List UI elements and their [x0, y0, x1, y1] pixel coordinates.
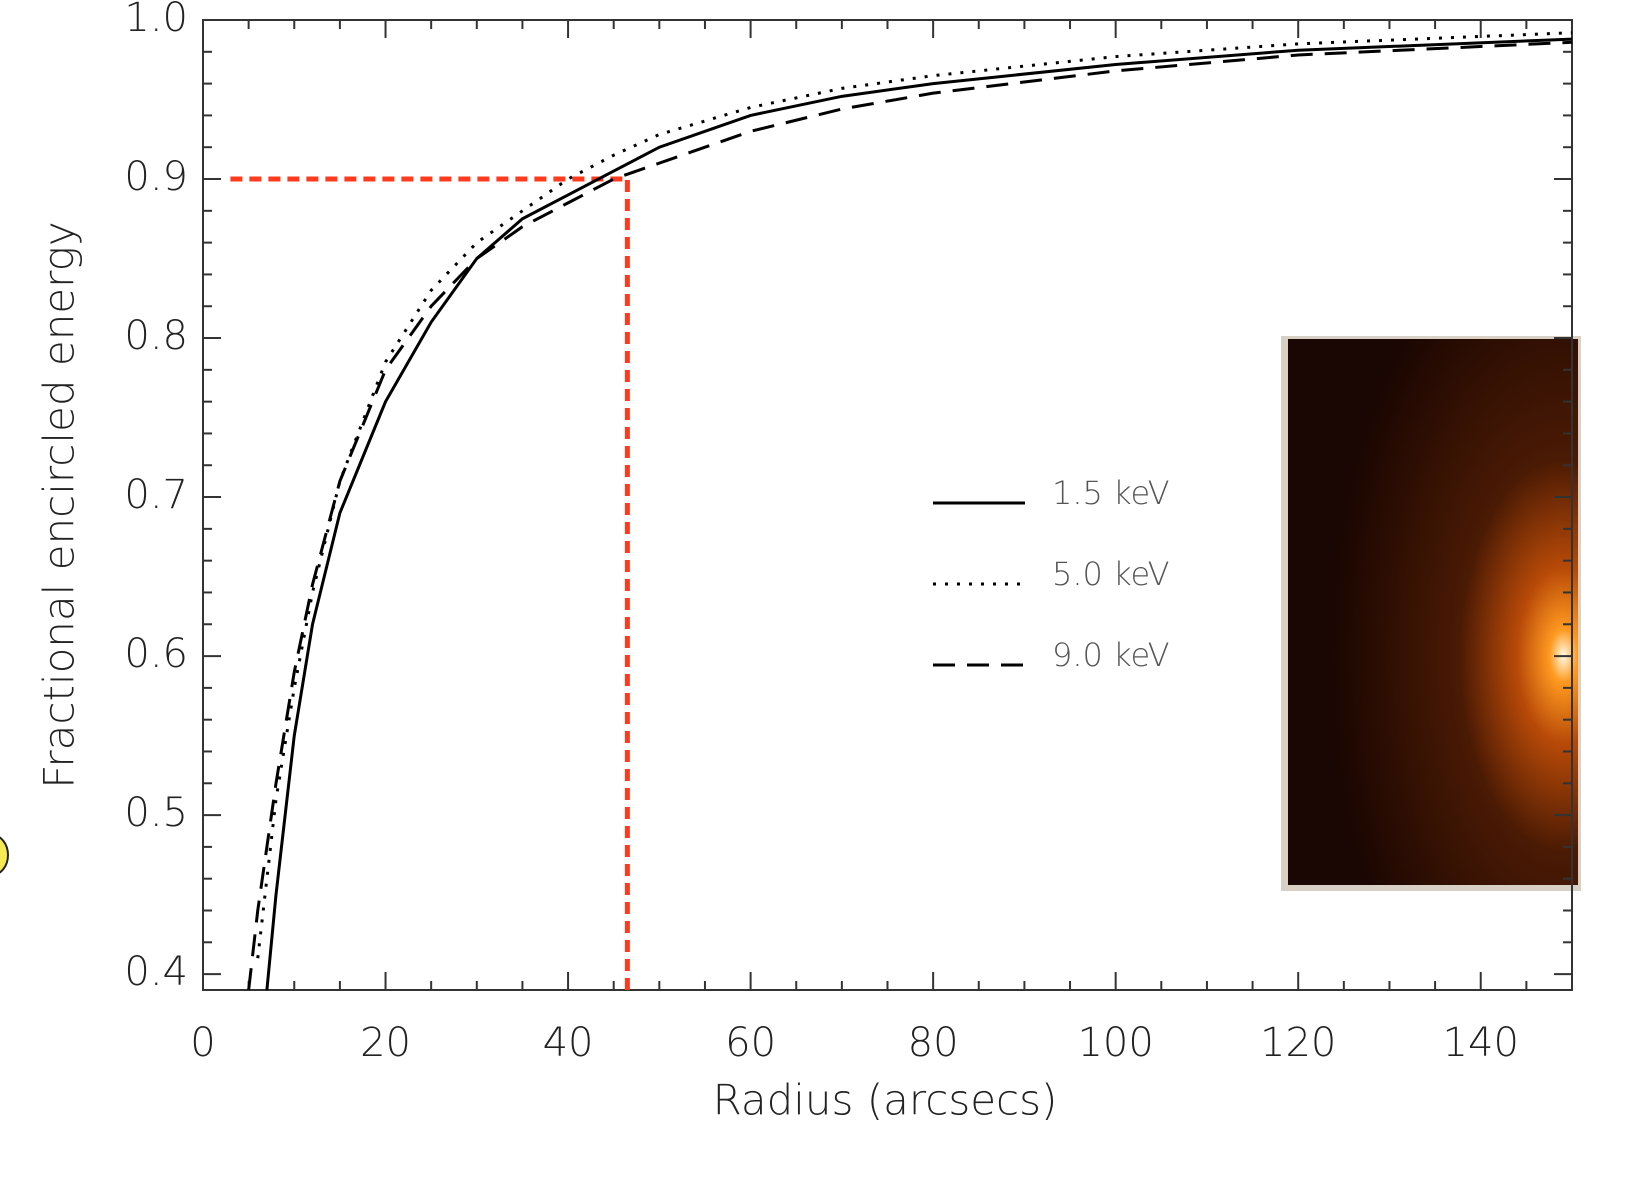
x-tick-label: 20: [360, 1020, 411, 1066]
x-axis-label: Radius (arcsecs): [713, 1076, 1058, 1125]
series-line: [256, 31, 1573, 959]
x-tick-label: 100: [1077, 1020, 1153, 1066]
y-tick-label: 0.4: [124, 949, 188, 995]
plot-frame: [202, 19, 1573, 991]
legend-label: 5.0 keV: [1052, 555, 1170, 593]
y-tick-label: 0.9: [124, 154, 188, 200]
legend-label: 1.5 keV: [1052, 474, 1170, 512]
y-tick-label: 0.7: [124, 472, 188, 518]
y-tick-label: 0.5: [124, 790, 188, 836]
y-tick-label: 1.0: [124, 0, 188, 41]
x-tick-label: 80: [908, 1020, 959, 1066]
y-tick-label: 0.8: [124, 313, 188, 359]
inset-image: [1288, 339, 1578, 885]
x-tick-label: 40: [543, 1020, 594, 1066]
x-tick-label: 0: [190, 1020, 215, 1066]
legend-label: 9.0 keV: [1052, 636, 1170, 674]
x-tick-label: 60: [725, 1020, 776, 1066]
series-line: [265, 37, 1573, 991]
y-tick-label: 0.6: [124, 631, 188, 677]
yellow-marker: [0, 836, 9, 874]
y-axis-label: Fractional encircled energy: [35, 221, 84, 788]
x-tick-label: 140: [1443, 1020, 1519, 1066]
x-tick-label: 120: [1260, 1020, 1336, 1066]
